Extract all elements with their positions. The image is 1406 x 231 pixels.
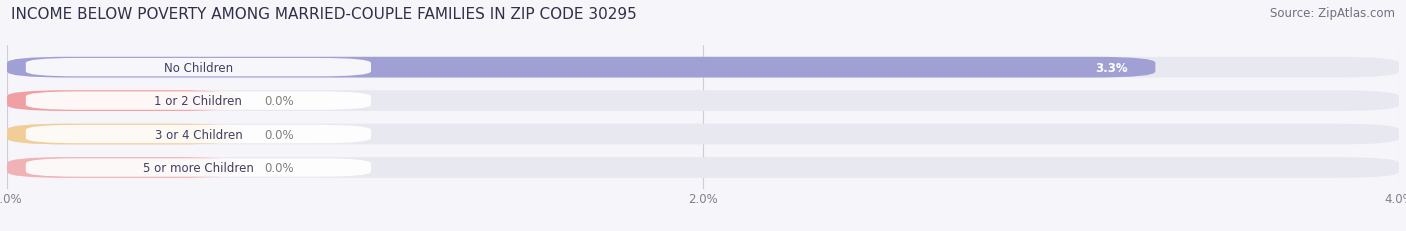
FancyBboxPatch shape — [25, 125, 371, 144]
Text: 1 or 2 Children: 1 or 2 Children — [155, 95, 242, 108]
Text: Source: ZipAtlas.com: Source: ZipAtlas.com — [1270, 7, 1395, 20]
Text: INCOME BELOW POVERTY AMONG MARRIED-COUPLE FAMILIES IN ZIP CODE 30295: INCOME BELOW POVERTY AMONG MARRIED-COUPL… — [11, 7, 637, 22]
FancyBboxPatch shape — [7, 158, 1399, 178]
FancyBboxPatch shape — [25, 159, 371, 177]
Text: 0.0%: 0.0% — [264, 95, 294, 108]
FancyBboxPatch shape — [7, 124, 1399, 145]
Text: No Children: No Children — [165, 61, 233, 74]
Text: 3.3%: 3.3% — [1095, 61, 1128, 74]
Text: 5 or more Children: 5 or more Children — [143, 161, 254, 174]
Text: 0.0%: 0.0% — [264, 161, 294, 174]
FancyBboxPatch shape — [7, 58, 1156, 78]
FancyBboxPatch shape — [25, 59, 371, 77]
FancyBboxPatch shape — [25, 92, 371, 110]
Text: 3 or 4 Children: 3 or 4 Children — [155, 128, 242, 141]
FancyBboxPatch shape — [7, 91, 1399, 112]
FancyBboxPatch shape — [7, 158, 236, 178]
FancyBboxPatch shape — [7, 58, 1399, 78]
FancyBboxPatch shape — [7, 124, 236, 145]
FancyBboxPatch shape — [7, 91, 236, 112]
Text: 0.0%: 0.0% — [264, 128, 294, 141]
